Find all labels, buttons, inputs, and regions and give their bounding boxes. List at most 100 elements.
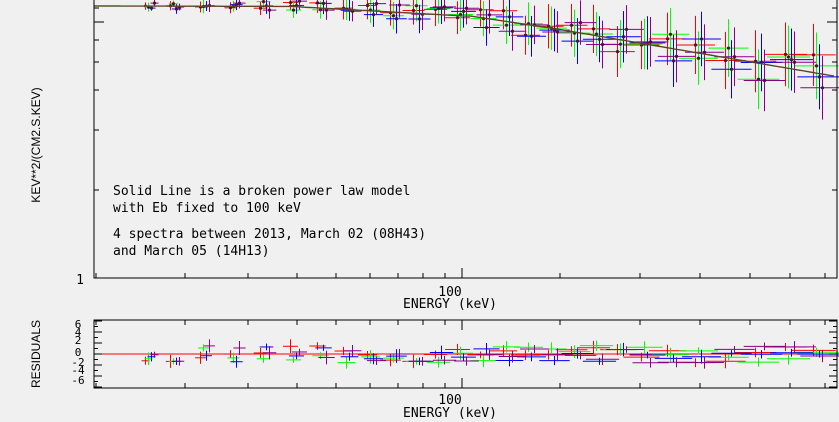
spectrum-point [555, 3, 588, 47]
residual-data-points [141, 339, 839, 369]
spectrum-point [262, 1, 277, 19]
residual-y-tick-label-minus-2: -2 [71, 356, 84, 369]
residual-point [711, 350, 752, 357]
annotation-line-3: 4 spectra between 2013, March 02 (08H43) [113, 227, 426, 242]
spectrum-point [383, 1, 404, 30]
model-line-overlay [94, 5, 835, 77]
residual-point [773, 341, 816, 353]
residual-point [204, 339, 215, 353]
annotation-line-2: with Eb fixed to 100 keV [113, 201, 301, 216]
spectrum-point [657, 30, 696, 83]
residual-point [227, 352, 240, 363]
spectrum-point [402, 0, 425, 25]
spectrum-point [561, 18, 594, 65]
spectrum-point [386, 4, 407, 34]
residual-point [309, 342, 326, 350]
spectrum-point [230, 0, 243, 11]
residual-point [679, 347, 718, 355]
residual-point [426, 356, 451, 368]
spectrum-point [654, 34, 693, 88]
spectrum-point [492, 6, 521, 45]
residual-point [423, 350, 448, 359]
residual-point [386, 349, 407, 363]
residual-point [451, 353, 476, 361]
residual-point [429, 345, 454, 360]
spectrum-point [791, 23, 836, 86]
residual-point [292, 348, 307, 356]
residual-point [626, 341, 663, 354]
residual-point [714, 345, 755, 353]
residual-point [259, 343, 274, 351]
spectrum-x-tick-label-100: 100 [438, 285, 461, 300]
residuals-ticks [94, 320, 837, 388]
residual-point [174, 357, 185, 366]
residual-point [767, 352, 810, 365]
spectrum-point [405, 0, 428, 22]
residual-series-4 [150, 339, 839, 369]
residual-point [623, 352, 660, 362]
residual-y-tick-label-minus-4: -4 [71, 364, 85, 377]
residual-series-3 [147, 342, 839, 368]
residual-point [233, 341, 246, 355]
annotation-line-4: and March 05 (14H13) [113, 244, 270, 259]
residual-y-tick-label-2: 2 [75, 334, 82, 347]
spectrum-panel: KEV**2/(CM2.S.KEV) 1 100 ENERGY (keV) So… [29, 0, 839, 312]
residual-point [682, 349, 721, 364]
residual-point [389, 348, 410, 360]
residuals-x-tick-label-100: 100 [438, 393, 461, 408]
residual-point [150, 351, 159, 358]
spectrum-point [283, 0, 298, 11]
residual-point [448, 346, 473, 360]
residual-point [230, 355, 243, 368]
residual-point [542, 348, 573, 362]
residual-point [283, 339, 298, 354]
spectrum-point [366, 0, 387, 16]
spectrum-point [432, 0, 457, 22]
spectrum-point [286, 2, 301, 18]
spectrum-point [256, 0, 271, 10]
residual-point [708, 354, 749, 361]
spectrum-point [495, 0, 524, 36]
residual-point [564, 351, 597, 360]
spectrum-point [253, 1, 268, 16]
residuals-xlabel: ENERGY (keV) [403, 406, 497, 421]
spectrum-point [606, 11, 641, 63]
residual-point [737, 357, 780, 367]
spectrum-point [651, 8, 690, 61]
residual-point [476, 349, 503, 360]
spectrum-point [233, 0, 246, 9]
spectrum-ylabel: KEV**2/(CM2.S.KEV) [29, 87, 43, 202]
spectrum-point [770, 28, 813, 91]
spectrum-point [389, 0, 410, 18]
spectrum-point [679, 31, 718, 85]
residual-point [794, 347, 839, 357]
residual-y-tick-label-6: 6 [75, 318, 82, 331]
residual-point [337, 356, 356, 369]
residual-point [520, 345, 549, 354]
residual-point [363, 353, 384, 365]
residual-point [315, 344, 332, 351]
residuals-ylabel: RESIDUALS [29, 320, 43, 388]
spectrum-point [476, 0, 503, 34]
spectrum-point [582, 16, 617, 63]
residual-point [609, 346, 644, 353]
spectrum-xlabel: ENERGY (keV) [403, 297, 497, 312]
spectrum-point [498, 11, 527, 51]
residual-point [262, 346, 277, 360]
spectrum-point [445, 1, 470, 35]
spectrum-point [292, 0, 307, 10]
residual-point [411, 356, 434, 366]
spectrum-point [767, 25, 810, 89]
residual-point [454, 356, 479, 366]
spectrum-point [517, 15, 546, 57]
residual-point [632, 357, 669, 368]
spectrum-point [600, 26, 635, 78]
residuals-panel: RESIDUALS 6 4 2 0 -2 -4 -6 100 ENERGY (k… [29, 318, 839, 421]
residual-point [383, 353, 404, 363]
spectrum-point [743, 49, 786, 112]
residual-y-tick-label-4: 4 [75, 326, 82, 339]
spectrum-point [408, 4, 431, 34]
residual-point [734, 347, 777, 358]
